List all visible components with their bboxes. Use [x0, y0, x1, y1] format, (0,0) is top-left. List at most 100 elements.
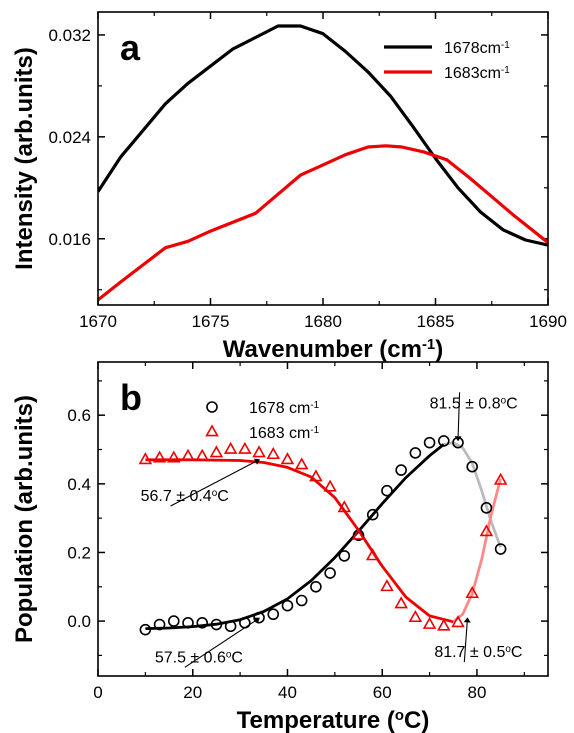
data-point-circle: [182, 617, 194, 629]
x-axis-label-part: o: [395, 708, 404, 724]
y-axis-label: Population (arb.units): [11, 395, 38, 643]
legend-label-part: 1683 cm: [249, 425, 310, 442]
y-tick-label: 0.4: [67, 475, 91, 494]
data-point-triangle: [451, 615, 465, 628]
data-point-circle: [437, 435, 450, 447]
fit-line: [145, 458, 454, 624]
data-point-triangle: [152, 450, 167, 463]
data-point-triangle: [465, 586, 479, 599]
data-point-triangle: [280, 452, 295, 465]
data-point-circle: [466, 460, 479, 473]
legend-label: 1683cm-1: [444, 65, 510, 83]
x-tick-label: 1670: [79, 312, 117, 331]
legend-label: 1678 cm-1: [249, 400, 320, 418]
data-point-circle: [295, 594, 308, 607]
legend-label-part: 1683cm: [444, 65, 501, 82]
annotation-label-part: o: [505, 644, 511, 655]
plot-frame: [97, 11, 549, 306]
annotation-label-part: C: [506, 395, 518, 412]
data-point-circle: [381, 484, 393, 497]
plot-frame: [97, 361, 549, 677]
x-tick-label: 80: [467, 683, 486, 702]
data-point-triangle: [238, 441, 252, 454]
annotation-label: 81.7 ± 0.5oC: [434, 644, 522, 662]
data-point-triangle: [493, 472, 508, 485]
x-tick-label: 40: [278, 683, 297, 702]
data-point-circle: [281, 599, 294, 612]
data-point-triangle: [266, 447, 281, 460]
data-point-circle: [494, 543, 507, 555]
annotation-label-part: C: [511, 644, 523, 661]
data-point-triangle: [294, 457, 309, 470]
x-tick-label: 0: [93, 683, 102, 702]
x-tick-label: 1675: [192, 312, 230, 331]
annotation-arrow: [457, 392, 461, 437]
legend-label-part: 1678 cm: [249, 400, 310, 417]
annotation-label: 81.5 ± 0.8oC: [430, 395, 518, 413]
data-point-triangle: [195, 448, 209, 461]
legend-marker: [206, 401, 218, 413]
data-point-triangle: [309, 469, 323, 482]
fit-line: [452, 478, 502, 623]
legend-label-part: -1: [310, 425, 319, 436]
x-axis-label-part: ): [435, 336, 443, 363]
data-point-triangle: [422, 616, 437, 629]
legend-label-part: -1: [501, 40, 510, 51]
plot-area: [98, 24, 548, 302]
data-point-triangle: [394, 596, 408, 609]
fit-line: [443, 441, 502, 548]
data-point-circle: [409, 447, 422, 459]
data-point-triangle: [323, 479, 337, 492]
x-axis-label-part: -1: [422, 337, 435, 353]
panel-a: 1670 1675 1680 1685 1690 0.016 0.024 0.032 1678c…: [11, 11, 567, 363]
data-point-circle: [395, 464, 407, 476]
panel-label: b: [120, 377, 142, 418]
annotation-label-part: 81.5 ± 0.8: [430, 395, 501, 412]
x-axis-label: Wavenumber (cm-1): [223, 336, 443, 363]
annotation-label-part: 81.7 ± 0.5: [434, 644, 505, 661]
data-point-triangle: [380, 579, 394, 592]
x-axis-label-part: Wavenumber (cm: [223, 336, 422, 363]
data-point-circle: [153, 618, 166, 631]
data-point-triangle: [209, 445, 224, 458]
data-point-circle: [366, 508, 379, 521]
fit-line: [145, 443, 445, 630]
annotation-label-part: 56.7 ± 0.4: [141, 488, 212, 505]
data-point-triangle: [337, 500, 352, 513]
y-axis-label: Intensity (arb.units): [11, 47, 38, 270]
data-point-circle: [267, 608, 280, 621]
plot-area: [138, 435, 508, 636]
y-tick-label: 0.0: [67, 612, 91, 631]
annotation-label-part: o: [501, 395, 507, 406]
x-tick-label: 1690: [529, 312, 567, 331]
data-point-circle: [310, 580, 322, 593]
annotation-label-part: 57.5 ± 0.6: [155, 649, 226, 666]
legend-label-part: -1: [501, 65, 510, 76]
annotation-arrowhead: [454, 436, 462, 442]
x-tick-label: 60: [373, 683, 392, 702]
legend-label: 1678cm-1: [444, 40, 510, 58]
data-point-triangle: [167, 450, 181, 463]
y-tick-label: 0.024: [48, 128, 91, 147]
legend-marker: [205, 424, 219, 437]
annotation-arrow: [463, 622, 468, 663]
data-point-circle: [224, 620, 237, 633]
x-tick-label: 1680: [304, 312, 342, 331]
annotation-label-part: o: [226, 649, 232, 660]
data-point-circle: [338, 550, 351, 562]
series-line: [98, 24, 548, 247]
annotation-label-part: C: [217, 488, 229, 505]
legend-label-part: 1678cm: [444, 40, 501, 57]
legend-label-part: -1: [310, 400, 319, 411]
annotation-label: 57.5 ± 0.6oC: [155, 649, 243, 667]
annotation-arrow: [170, 461, 256, 507]
data-point-circle: [196, 617, 209, 629]
data-point-triangle: [138, 452, 153, 465]
data-point-circle: [139, 623, 152, 636]
data-point-circle: [324, 567, 336, 579]
x-tick-label: 1685: [417, 312, 455, 331]
data-point-triangle: [437, 618, 451, 631]
annotation-label-part: C: [231, 649, 243, 666]
annotation-arrowhead: [253, 617, 260, 624]
